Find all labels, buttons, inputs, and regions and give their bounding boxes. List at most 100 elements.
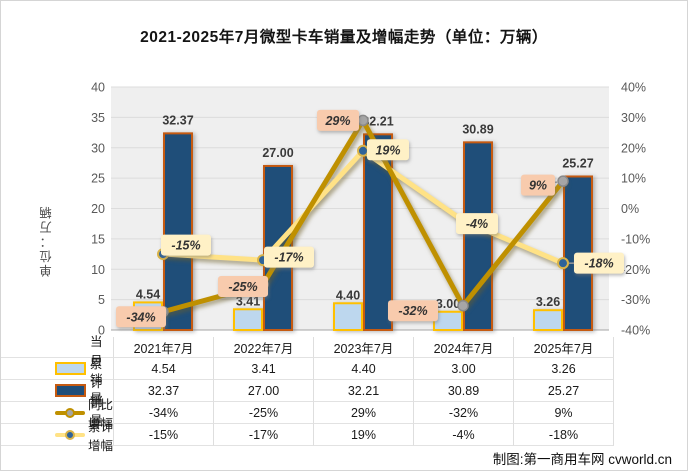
- bar-monthly-sales: [233, 308, 263, 331]
- pct-label-cumulative-bg: [574, 252, 624, 274]
- pct-label-cumulative: -15%: [171, 239, 200, 253]
- bar-monthly-sales: [533, 309, 563, 331]
- pct-label-cumulative: 19%: [375, 143, 400, 157]
- table-cell-value: 3.26: [514, 358, 614, 380]
- legend-swatch-cumulative-line: [55, 429, 85, 440]
- table-cell-value: -15%: [114, 424, 214, 446]
- bar-value-label-monthly: 3.41: [236, 294, 260, 308]
- table-cell-value: -17%: [214, 424, 314, 446]
- bar-value-label-cumulative: 25.27: [562, 156, 593, 170]
- pct-label-yoy: -32%: [398, 304, 427, 318]
- table-cell-value: -32%: [414, 402, 514, 424]
- bar-cumulative-sales: [463, 141, 493, 331]
- legend-swatch-yoy-line: [55, 407, 85, 418]
- marker-cumulative-growth: [557, 257, 569, 270]
- y-axis-tick: 30: [91, 141, 105, 155]
- pct-label-yoy: 9%: [529, 179, 547, 193]
- pct-label-yoy: -25%: [228, 280, 257, 294]
- pct-label-yoy: -34%: [126, 310, 155, 324]
- bar-value-label-cumulative: 32.37: [162, 113, 193, 127]
- marker-yoy-growth: [557, 175, 569, 187]
- chart-plot-area: 40 40% 35 30% 30 20% 25 10% 20 0% 15 -10% 10 -20% 5 -30…: [91, 81, 650, 338]
- bar-value-label-monthly: 4.40: [336, 288, 360, 302]
- table-row-label: 累计销量: [1, 357, 114, 428]
- table-cell-value: 27.00: [214, 380, 314, 402]
- marker-yoy-growth: [357, 114, 369, 127]
- table-cell-value: 32.21: [314, 380, 414, 402]
- pct-label-yoy-bg: [218, 275, 268, 297]
- pct-axis-tick: -20%: [621, 263, 650, 277]
- y-axis-tick: 25: [91, 172, 105, 186]
- table-cell-value: 30.89: [414, 380, 514, 402]
- table-cell-value: 3.00: [414, 358, 514, 380]
- table-cell-value: 3.41: [214, 358, 314, 380]
- pct-axis-tick: -40%: [621, 324, 650, 338]
- pct-label-yoy-bg: [521, 174, 555, 196]
- y-axis-tick: 15: [91, 232, 105, 246]
- credit-text: 制图:第一商用车网 cvworld.cn: [492, 452, 672, 467]
- pct-label-cumulative-bg: [161, 234, 211, 256]
- pct-axis-tick: -30%: [621, 293, 650, 307]
- table-corner: [1, 337, 114, 358]
- table-cell-value: -18%: [514, 424, 614, 446]
- table-cell-value: 9%: [514, 402, 614, 424]
- table-cell-value: 29%: [314, 402, 414, 424]
- bar-value-label-cumulative: 30.89: [462, 122, 493, 136]
- legend-swatch-monthly-bar: [55, 362, 86, 375]
- pct-axis-tick: 20%: [621, 141, 646, 155]
- table-header-year: 2024年7月: [414, 337, 514, 358]
- pct-label-cumulative-bg: [264, 246, 314, 268]
- table-header-year: 2021年7月: [114, 337, 214, 358]
- bar-cumulative-sales: [163, 132, 193, 331]
- table-cell-value: 4.54: [114, 358, 214, 380]
- legend-label: 同比增幅: [88, 397, 114, 431]
- legend-swatch-cumulative-bar: [55, 384, 86, 397]
- table-row-label: 同比增幅: [1, 398, 114, 431]
- pct-label-yoy-bg: [116, 306, 166, 328]
- table-header-year: 2023年7月: [314, 337, 414, 358]
- bar-value-label-cumulative: 27.00: [262, 146, 293, 160]
- legend-label: 累计增幅: [88, 419, 114, 453]
- table-header-year: 2025年7月: [514, 337, 614, 358]
- y-axis-tick: 5: [98, 293, 105, 307]
- table-row-label: 当月销量: [1, 335, 114, 406]
- bar-monthly-sales: [433, 310, 463, 331]
- pct-axis-tick: 40%: [621, 81, 646, 95]
- table-cell-value: 19%: [314, 424, 414, 446]
- bar-value-label-monthly: 4.54: [136, 287, 160, 301]
- y-axis-tick: 40: [91, 81, 105, 95]
- chart-title: 2021-2025年7月微型卡车销量及增幅走势（单位：万辆）: [140, 29, 548, 46]
- bar-monthly-sales: [333, 302, 363, 331]
- pct-label-cumulative-bg: [456, 213, 498, 235]
- pct-axis-tick: -10%: [621, 232, 650, 246]
- bar-value-label-cumulative: 32.21: [362, 114, 393, 128]
- pct-axis-tick: 30%: [621, 111, 646, 125]
- y-axis-tick: 35: [91, 111, 105, 125]
- pct-label-yoy-bg: [388, 300, 438, 322]
- table-header-year: 2022年7月: [214, 337, 314, 358]
- pct-label-cumulative: -17%: [274, 251, 303, 265]
- pct-label-cumulative: -18%: [584, 257, 613, 271]
- pct-axis-tick: 0%: [621, 202, 639, 216]
- pct-label-cumulative-bg: [367, 139, 409, 161]
- bar-value-label-monthly: 3.26: [536, 295, 560, 309]
- table-cell-value: -4%: [414, 424, 514, 446]
- table-cell-value: 25.27: [514, 380, 614, 402]
- data-table: 2021年7月 2022年7月 2023年7月 2024年7月 2025年7月 当月销量 4…: [1, 335, 614, 453]
- pct-label-cumulative: -4%: [466, 217, 488, 231]
- marker-cumulative-growth: [357, 144, 369, 157]
- pct-axis-tick: 10%: [621, 172, 646, 186]
- table-cell-value: 32.37: [114, 380, 214, 402]
- table-cell-value: -25%: [214, 402, 314, 424]
- legend-label: 累计销量: [90, 356, 103, 428]
- table-cell-value: 4.40: [314, 358, 414, 380]
- pct-label-yoy-bg: [317, 109, 359, 131]
- y-axis-tick: 0: [98, 324, 105, 338]
- pct-label-yoy: 29%: [324, 114, 350, 128]
- table-row-label: 累计增幅: [1, 420, 114, 453]
- table-cell-value: -34%: [114, 402, 214, 424]
- marker-yoy-growth: [457, 299, 469, 312]
- y-axis-tick: 20: [91, 202, 105, 216]
- legend-label: 当月销量: [90, 334, 103, 406]
